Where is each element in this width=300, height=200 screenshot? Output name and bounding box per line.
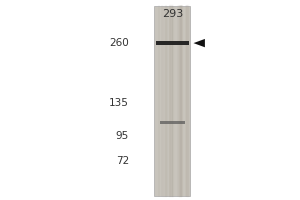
FancyBboxPatch shape [156, 41, 189, 45]
Text: 260: 260 [109, 38, 129, 48]
Text: 72: 72 [116, 156, 129, 166]
FancyBboxPatch shape [160, 121, 185, 124]
Polygon shape [194, 39, 205, 47]
Text: 95: 95 [116, 131, 129, 141]
FancyBboxPatch shape [154, 6, 190, 196]
Text: 135: 135 [109, 98, 129, 108]
Text: 293: 293 [162, 9, 183, 19]
